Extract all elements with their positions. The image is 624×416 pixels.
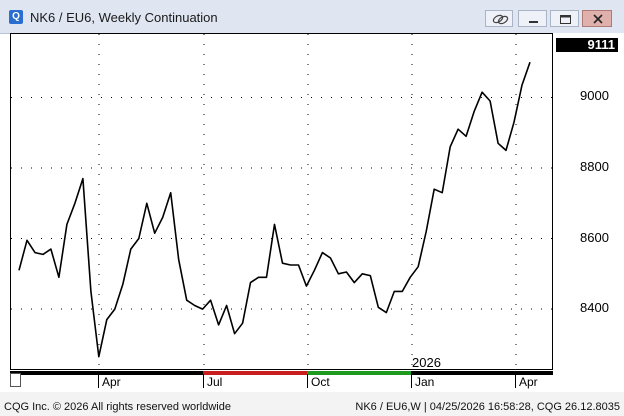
title-bar: Q NK6 / EU6, Weekly Continuation [0, 0, 624, 34]
x-tick-label: Oct [307, 374, 330, 389]
close-icon [593, 14, 603, 24]
price-axis[interactable]: 8400 8600 8800 9000 [553, 33, 624, 370]
close-button[interactable] [582, 10, 612, 27]
scroll-handle[interactable] [10, 373, 21, 387]
symbol-timestamp: NK6 / EU6,W | 04/25/2026 16:58:28, CQG 2… [355, 401, 620, 413]
x-tick-label: Jan [411, 374, 434, 389]
minimize-icon [529, 21, 538, 23]
link-icon [492, 14, 509, 25]
y-tick-label: 8400 [580, 300, 609, 316]
x-tick-label: Apr [515, 374, 538, 389]
plot-area[interactable] [10, 33, 553, 370]
maximize-button[interactable] [550, 10, 579, 27]
status-bar [0, 392, 624, 416]
y-tick-label: 8800 [580, 159, 609, 174]
minimize-button[interactable] [518, 10, 547, 27]
time-axis-segment [98, 371, 203, 375]
copyright-text: CQG Inc. © 2026 All rights reserved worl… [4, 401, 231, 413]
time-axis-segment [203, 371, 307, 375]
time-axis-segment [307, 371, 411, 375]
price-chart [11, 34, 552, 369]
y-tick-label: 9000 [580, 88, 609, 104]
last-price-label: 9111 [556, 38, 618, 52]
x-tick-label: Jul [203, 374, 222, 389]
x-tick-label: Apr [98, 374, 121, 389]
time-axis-segment [411, 371, 515, 375]
y-tick-label: 8600 [580, 229, 609, 245]
link-button[interactable] [485, 10, 513, 27]
maximize-icon [560, 15, 571, 24]
app-icon: Q [9, 10, 23, 24]
price-series-line [18, 61, 531, 358]
year-label: 2026 [412, 355, 441, 370]
time-axis[interactable]: Apr Jul Oct Jan Apr [10, 370, 553, 390]
window-title: NK6 / EU6, Weekly Continuation [30, 10, 218, 25]
